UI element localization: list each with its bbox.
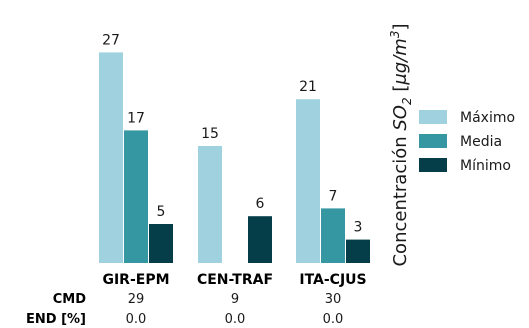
value-label-cen-traf-maximo: 15 xyxy=(201,126,219,142)
category-label-cen-traf: CEN-TRAF xyxy=(197,272,273,288)
y-axis-title: Concentración SO2 [μg/m3] xyxy=(388,23,414,266)
footer-label-cmd: CMD xyxy=(53,292,86,307)
value-label-ita-cjus-minimo: 3 xyxy=(354,220,363,236)
value-label-ita-cjus-media: 7 xyxy=(329,188,338,204)
bar-gir-epm-minimo xyxy=(149,224,173,263)
footer-value-cmd-cen-traf: 9 xyxy=(231,292,239,307)
footer-value-end-gir-epm: 0.0 xyxy=(126,312,147,327)
legend-label-minimo: Mínimo xyxy=(460,158,511,174)
bar-cen-traf-minimo xyxy=(248,216,272,263)
value-label-cen-traf-minimo: 6 xyxy=(256,196,265,212)
bar-ita-cjus-media xyxy=(321,208,345,263)
legend-label-maximo: Máximo xyxy=(460,110,515,126)
legend-label-media: Media xyxy=(460,134,502,150)
footer-value-cmd-gir-epm: 29 xyxy=(128,292,145,307)
legend-swatch-media xyxy=(419,134,447,148)
value-label-ita-cjus-maximo: 21 xyxy=(299,79,317,95)
bars-group xyxy=(99,52,370,264)
bar-ita-cjus-maximo xyxy=(296,99,320,263)
value-label-gir-epm-maximo: 27 xyxy=(102,32,120,48)
value-labels-group: 27 17 5 15 6 21 73 xyxy=(102,32,362,235)
bar-cen-traf-maximo xyxy=(198,146,222,263)
category-label-gir-epm: GIR-EPM xyxy=(102,272,169,288)
footer-value-cmd-ita-cjus: 30 xyxy=(325,292,342,307)
category-label-ita-cjus: ITA-CJUS xyxy=(299,272,366,288)
value-label-gir-epm-minimo: 5 xyxy=(157,204,166,220)
bar-ita-cjus-minimo xyxy=(346,239,370,263)
footer-table: CMD 29 9 30 END [%] 0.0 0.0 0.0 xyxy=(26,292,343,327)
value-label-gir-epm-media: 17 xyxy=(127,110,145,126)
footer-label-end: END [%] xyxy=(26,312,86,327)
legend: Máximo Media Mínimo xyxy=(419,110,515,174)
footer-value-end-cen-traf: 0.0 xyxy=(225,312,246,327)
footer-value-end-ita-cjus: 0.0 xyxy=(323,312,344,327)
legend-swatch-maximo xyxy=(419,110,447,124)
legend-swatch-minimo xyxy=(419,158,447,172)
bar-gir-epm-media xyxy=(124,130,148,263)
bar-gir-epm-maximo xyxy=(99,52,123,264)
category-labels-group: GIR-EPM CEN-TRAF ITA-CJUS xyxy=(102,272,366,288)
